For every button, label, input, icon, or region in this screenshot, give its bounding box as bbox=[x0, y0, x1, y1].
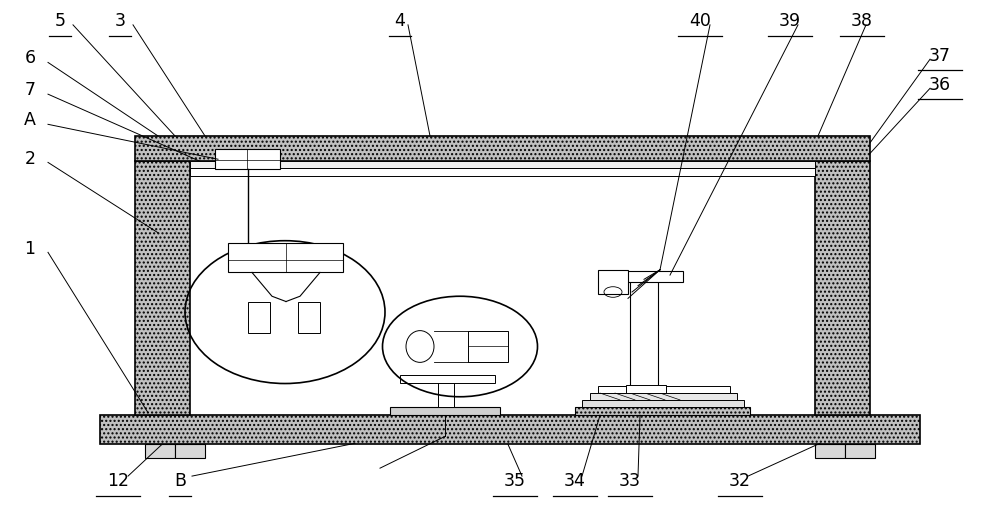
Bar bbox=[298, 302, 320, 333]
Text: 33: 33 bbox=[619, 472, 641, 490]
Bar bbox=[598, 386, 730, 393]
Text: B: B bbox=[174, 472, 186, 490]
Text: 40: 40 bbox=[689, 12, 711, 30]
Bar bbox=[175, 444, 205, 458]
Bar bbox=[815, 161, 870, 415]
Bar bbox=[815, 444, 845, 458]
Text: 36: 36 bbox=[929, 76, 951, 94]
Bar bbox=[135, 136, 870, 161]
Bar bbox=[190, 168, 815, 176]
Text: 39: 39 bbox=[779, 12, 801, 30]
Bar bbox=[575, 407, 750, 415]
Bar bbox=[135, 161, 190, 415]
Text: A: A bbox=[24, 111, 36, 129]
Bar bbox=[438, 383, 454, 407]
Bar bbox=[608, 271, 683, 282]
Bar bbox=[630, 280, 658, 386]
Bar bbox=[845, 444, 875, 458]
Text: 4: 4 bbox=[395, 12, 405, 30]
Text: 38: 38 bbox=[851, 12, 873, 30]
Bar bbox=[468, 331, 508, 362]
Text: 12: 12 bbox=[107, 472, 129, 490]
Bar bbox=[228, 243, 343, 272]
Text: 32: 32 bbox=[729, 472, 751, 490]
Bar bbox=[626, 385, 666, 393]
Text: 7: 7 bbox=[24, 81, 36, 99]
Text: 1: 1 bbox=[24, 240, 36, 258]
Bar bbox=[190, 161, 815, 168]
Text: 34: 34 bbox=[564, 472, 586, 490]
Text: 5: 5 bbox=[54, 12, 66, 30]
Bar bbox=[582, 400, 744, 407]
Text: 35: 35 bbox=[504, 472, 526, 490]
Text: 2: 2 bbox=[24, 150, 36, 168]
Text: 3: 3 bbox=[114, 12, 126, 30]
Bar bbox=[590, 393, 737, 400]
Bar bbox=[145, 444, 175, 458]
Bar bbox=[100, 415, 920, 444]
Text: 37: 37 bbox=[929, 47, 951, 65]
Bar bbox=[598, 270, 628, 294]
Bar bbox=[215, 149, 280, 169]
Bar bbox=[390, 407, 500, 415]
Text: 6: 6 bbox=[24, 49, 36, 67]
Bar bbox=[400, 375, 495, 383]
Bar bbox=[248, 302, 270, 333]
